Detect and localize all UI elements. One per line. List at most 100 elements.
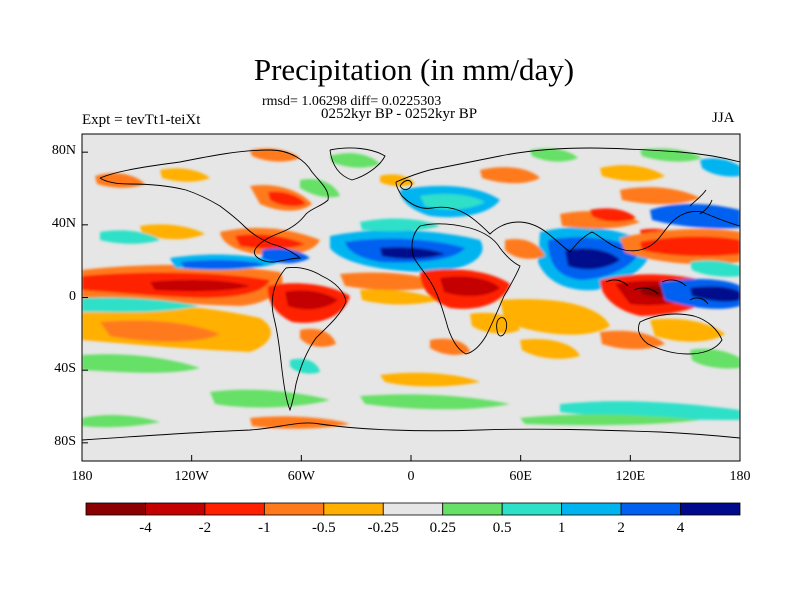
lon-tick-label: 120E bbox=[615, 469, 646, 484]
anomaly-patch bbox=[160, 168, 210, 182]
anomaly-patch bbox=[360, 289, 440, 305]
anomaly-patch bbox=[640, 148, 702, 162]
coastline-uk bbox=[399, 179, 413, 191]
longitude-tick-marks bbox=[81, 455, 741, 461]
colorbar-swatch bbox=[382, 502, 444, 516]
anomaly-patch bbox=[480, 167, 540, 184]
coastline-australia bbox=[637, 313, 723, 355]
colorbar bbox=[85, 502, 741, 516]
colorbar-swatch bbox=[323, 502, 384, 516]
anomaly-patch bbox=[250, 416, 350, 429]
anomaly-patch bbox=[150, 279, 250, 292]
lon-tick-label: 60W bbox=[287, 469, 315, 484]
anomaly-patch bbox=[140, 224, 205, 240]
anomaly-patch bbox=[420, 194, 485, 210]
coastline-eurasia bbox=[395, 147, 740, 253]
anomaly-patch bbox=[600, 165, 665, 182]
coastline-africa bbox=[411, 223, 521, 355]
experiment-label: Expt = tevTt1-teiXt bbox=[82, 112, 201, 128]
anomaly-patch bbox=[210, 389, 330, 408]
anomaly-patch bbox=[565, 248, 620, 270]
anomaly-patch bbox=[340, 272, 450, 291]
anomaly-patch bbox=[360, 394, 510, 410]
anomaly-patch bbox=[290, 358, 320, 374]
lon-tick-label: 120W bbox=[174, 469, 209, 484]
coastline-japan bbox=[689, 189, 713, 215]
anomaly-patch bbox=[520, 414, 700, 426]
anomaly-patch bbox=[590, 208, 636, 222]
anomaly-patch bbox=[360, 218, 440, 232]
colorbar-label: -2 bbox=[198, 520, 212, 536]
anomaly-patch bbox=[430, 338, 470, 355]
colorbar-swatch bbox=[620, 502, 681, 516]
colorbar-label: 4 bbox=[676, 520, 685, 536]
anomaly-patch bbox=[330, 153, 380, 168]
anomaly-patch bbox=[82, 297, 200, 313]
chart-title: Precipitation (in mm/day) bbox=[253, 52, 575, 87]
coastline-greenland bbox=[329, 147, 386, 181]
colorbar-label: -0.25 bbox=[367, 520, 399, 536]
precipitation-anomaly-field bbox=[82, 148, 740, 429]
anomaly-patch bbox=[262, 248, 310, 264]
anomaly-patch bbox=[82, 415, 160, 428]
latitude-tick-marks bbox=[82, 151, 88, 444]
colorbar-label: 0.25 bbox=[429, 520, 456, 536]
coastlines bbox=[82, 147, 740, 441]
coastline-north-america bbox=[99, 149, 329, 263]
colorbar-label: -0.5 bbox=[311, 520, 336, 536]
anomaly-patch bbox=[620, 187, 700, 205]
anomaly-patch bbox=[520, 338, 580, 359]
colorbar-label: 1 bbox=[557, 520, 566, 536]
anomaly-patch bbox=[300, 328, 336, 347]
lat-tick-label: 0 bbox=[69, 288, 76, 304]
colorbar-swatch bbox=[85, 502, 146, 516]
anomaly-patch bbox=[530, 148, 578, 162]
statistics-subtitle: rmsd= 1.06298 diff= 0.0225303 bbox=[262, 94, 442, 109]
anomaly-patch bbox=[440, 276, 500, 297]
anomaly-patch bbox=[300, 178, 340, 198]
lat-tick-label: 40N bbox=[51, 215, 76, 231]
anomaly-patch bbox=[235, 234, 305, 249]
lat-tick-label: 80N bbox=[51, 143, 76, 159]
colorbar-swatch bbox=[204, 502, 265, 516]
lat-tick-label: 40S bbox=[54, 361, 76, 377]
anomaly-patch bbox=[100, 320, 220, 342]
colorbar-swatch bbox=[145, 502, 206, 516]
coastline-madagascar bbox=[496, 317, 508, 337]
anomaly-patch bbox=[640, 236, 740, 257]
anomaly-patch bbox=[690, 348, 740, 369]
colorbar-swatch bbox=[680, 502, 741, 516]
period-subtitle: 0252kyr BP - 0252kyr BP bbox=[321, 106, 478, 122]
anomaly-patch bbox=[100, 230, 160, 244]
lat-tick-label: 80S bbox=[54, 433, 76, 449]
season-label: JJA bbox=[712, 110, 735, 126]
anomaly-patch bbox=[250, 148, 300, 162]
anomaly-patch bbox=[82, 354, 200, 373]
anomaly-patch bbox=[650, 203, 740, 229]
anomaly-patch bbox=[285, 290, 338, 310]
anomaly-patch bbox=[690, 260, 740, 277]
lon-tick-label: 180 bbox=[71, 469, 93, 484]
anomaly-patch bbox=[700, 158, 740, 177]
coastline-maritime-islands bbox=[605, 279, 709, 305]
anomaly-patch bbox=[268, 191, 306, 207]
lon-tick-label: 60E bbox=[509, 469, 532, 484]
coastline-antarctica bbox=[82, 422, 740, 441]
colorbar-swatch bbox=[501, 502, 563, 516]
anomaly-patch bbox=[180, 259, 265, 270]
anomaly-patch bbox=[505, 238, 545, 259]
anomaly-patch bbox=[650, 318, 725, 342]
anomaly-patch bbox=[380, 372, 480, 387]
lon-tick-label: 0 bbox=[407, 469, 415, 484]
colorbar-label: 2 bbox=[617, 520, 625, 536]
anomaly-patch bbox=[500, 299, 610, 335]
colorbar-label: -4 bbox=[139, 520, 152, 536]
colorbar-label: -1 bbox=[258, 520, 271, 536]
lon-tick-label: 180 bbox=[729, 469, 751, 484]
anomaly-patch bbox=[690, 286, 740, 302]
coastline-south-america bbox=[271, 267, 347, 412]
colorbar-swatch bbox=[442, 502, 503, 516]
colorbar-swatch bbox=[263, 502, 325, 516]
colorbar-swatch bbox=[561, 502, 622, 516]
